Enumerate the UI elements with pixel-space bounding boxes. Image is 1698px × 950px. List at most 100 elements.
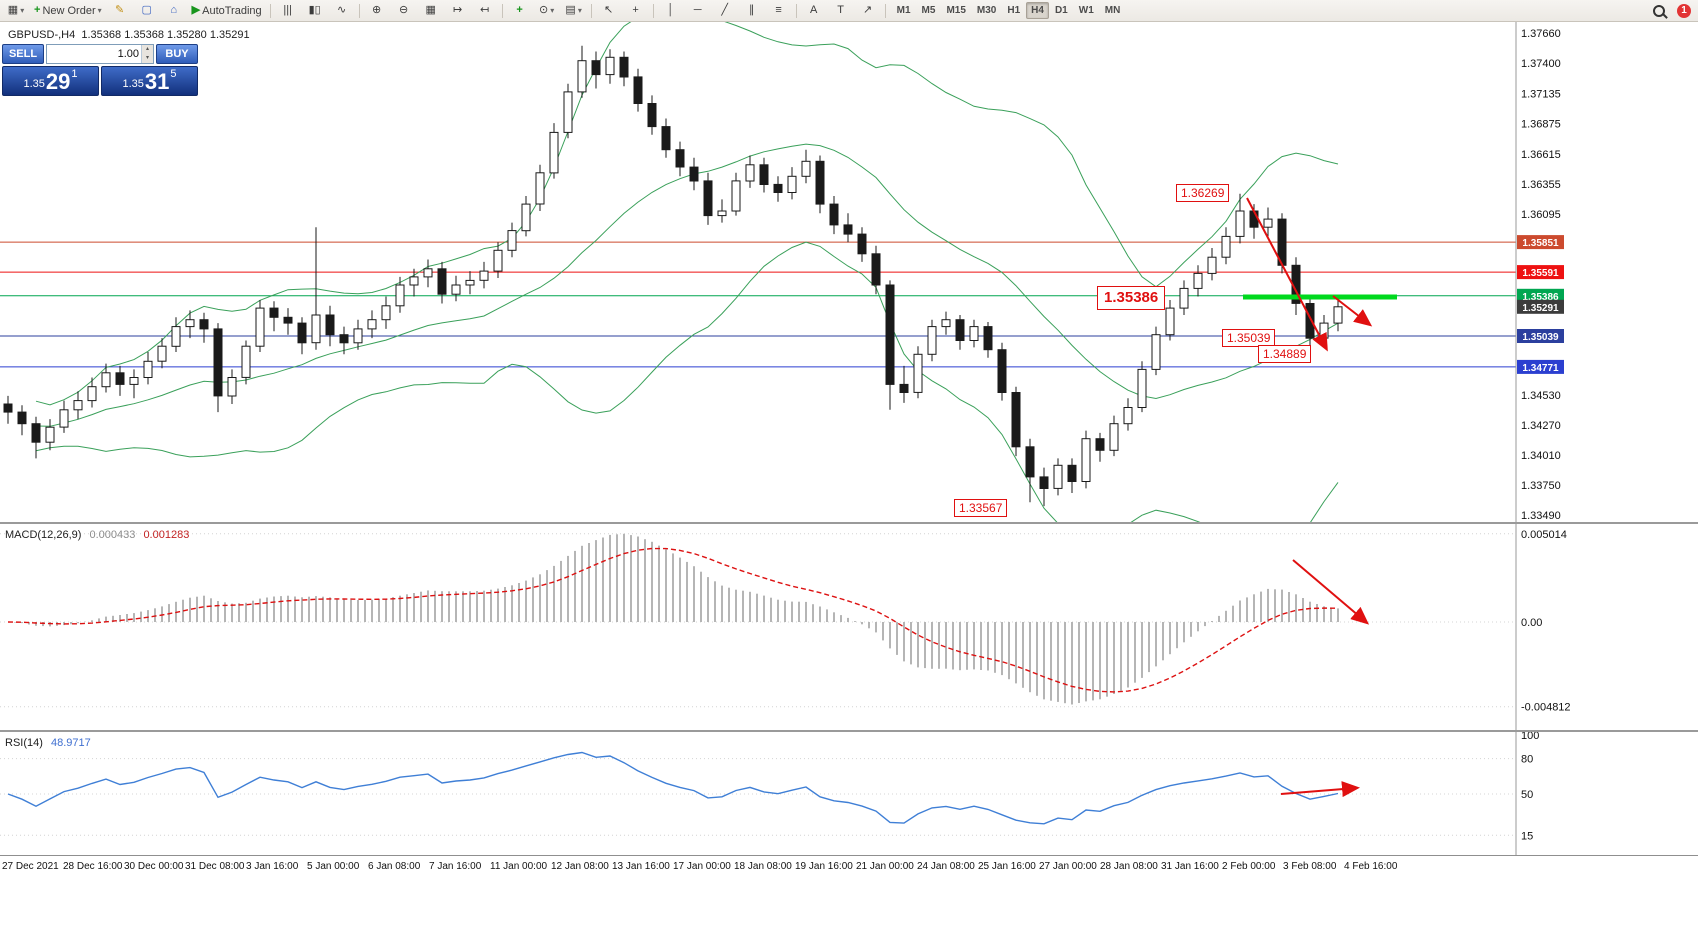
autotrading-button[interactable]: ▶ AutoTrading: [188, 1, 266, 21]
rsi-line: [7, 751, 1339, 825]
macd-main-value: 0.000433: [89, 529, 136, 541]
timeframe-w1[interactable]: W1: [1078, 5, 1094, 16]
sell-price-panel[interactable]: 1.35 29 1: [2, 66, 99, 96]
arrow-tool-icon: ↗: [863, 4, 873, 16]
time-axis-label: 3 Jan 16:00: [246, 861, 299, 872]
arrows-tool-button[interactable]: ↗: [855, 1, 881, 21]
text-label-button[interactable]: T: [828, 1, 854, 21]
chevron-down-icon: ▾: [577, 5, 582, 15]
zoom-out-icon: ⊖: [399, 4, 409, 16]
macd-canvas[interactable]: 0.005014 0.00 -0.004812: [0, 524, 1698, 730]
toolbar: ▦ ▾ + New Order ▾ ✎ ▢ ⌂ ▶ AutoTrading ||…: [0, 0, 1698, 22]
main-chart-canvas[interactable]: 1.37660 1.37400 1.37135 1.36875 1.36615 1.363…: [0, 22, 1698, 522]
y-axis-label: 1.37400: [1521, 58, 1561, 70]
time-axis-label: 7 Jan 16:00: [429, 861, 482, 872]
rsi-value: 48.9717: [50, 737, 91, 749]
time-axis[interactable]: 27 Dec 2021 28 Dec 16:00 30 Dec 00:00 31 De…: [0, 855, 1698, 880]
line-chart-button[interactable]: ∿: [329, 1, 355, 21]
chart-shift-icon: ↤: [480, 4, 490, 16]
autotrading-label: AutoTrading: [202, 4, 262, 17]
timeframe-h4[interactable]: H4: [1026, 2, 1049, 19]
time-axis-label: 11 Jan 00:00: [490, 861, 548, 872]
timeframe-m15[interactable]: M15: [946, 5, 966, 16]
indicators-button[interactable]: +: [507, 1, 533, 21]
time-axis-label: 19 Jan 16:00: [795, 861, 853, 872]
buy-button[interactable]: BUY: [156, 44, 198, 64]
y-axis-label: 1.37660: [1521, 28, 1561, 40]
price-tag: 1.35291: [1522, 303, 1559, 314]
rsi-panel: 100 80 50 15 RSI(14) 48.9717: [0, 730, 1698, 855]
candlestick-chart-button[interactable]: ▮▯: [302, 1, 328, 21]
chart-shift-button[interactable]: ↤: [472, 1, 498, 21]
horizontal-line-button[interactable]: ─: [685, 1, 711, 21]
time-axis-label: 27 Dec 2021: [2, 861, 59, 872]
timeframe-h1[interactable]: H1: [1007, 5, 1021, 16]
metaeditor-button[interactable]: ✎: [107, 1, 133, 21]
trendline-button[interactable]: ╱: [712, 1, 738, 21]
macd-arrow-annotation: [1292, 559, 1370, 625]
timeframe-d1[interactable]: D1: [1054, 5, 1068, 16]
macd-axis-label: 0.005014: [1521, 529, 1567, 541]
sell-button[interactable]: SELL: [2, 44, 44, 64]
metaeditor-icon: ✎: [115, 4, 125, 16]
timeframe-mn[interactable]: MN: [1104, 5, 1121, 16]
macd-axis-label: 0.00: [1521, 617, 1542, 629]
vertical-line-button[interactable]: │: [658, 1, 684, 21]
timeframe-m30[interactable]: M30: [976, 5, 997, 16]
price-tag: 1.34771: [1522, 363, 1559, 374]
zoom-in-button[interactable]: ⊕: [364, 1, 390, 21]
templates-button[interactable]: ▤ ▾: [561, 1, 587, 21]
toolbar-separator: [501, 3, 503, 18]
channel-button[interactable]: ∥: [739, 1, 765, 21]
red-arrow-annotation: [1246, 197, 1328, 352]
text-tool-button[interactable]: A: [801, 1, 827, 21]
timeframe-m1[interactable]: M1: [896, 5, 911, 16]
macd-axis[interactable]: 0.005014 0.00 -0.004812: [1515, 524, 1571, 730]
price-tag: 1.35386: [1522, 292, 1559, 303]
y-axis-label: 1.37135: [1521, 89, 1561, 101]
time-axis-label: 25 Jan 16:00: [978, 861, 1036, 872]
time-axis-label: 3 Feb 08:00: [1283, 861, 1337, 872]
auto-scroll-button[interactable]: ↦: [445, 1, 471, 21]
search-icon: [1653, 4, 1665, 17]
text-icon: A: [809, 4, 818, 16]
red-arrow-annotation: [1332, 295, 1373, 327]
tile-windows-button[interactable]: ▦: [418, 1, 444, 21]
volume-up-button[interactable]: ▴: [142, 45, 153, 54]
crosshair-button[interactable]: +: [623, 1, 649, 21]
price-axis[interactable]: 1.37660 1.37400 1.37135 1.36875 1.36615 1.363…: [1515, 22, 1564, 522]
buy-price-panel[interactable]: 1.35 31 5: [101, 66, 198, 96]
volume-field[interactable]: 1.00 ▴ ▾: [46, 44, 154, 64]
time-axis-label: 30 Dec 00:00: [124, 861, 184, 872]
fibonacci-icon: ≡: [775, 4, 782, 16]
y-axis-label: 1.33750: [1521, 480, 1561, 492]
new-order-button[interactable]: + New Order ▾: [30, 1, 106, 21]
y-axis-label: 1.36875: [1521, 119, 1561, 131]
search-button[interactable]: [1646, 1, 1672, 21]
rsi-axis[interactable]: 100 80 50 15: [1515, 732, 1539, 855]
horizontal-line-icon: ─: [693, 4, 702, 16]
zoom-out-button[interactable]: ⊖: [391, 1, 417, 21]
buy-price-main: 1.35: [122, 78, 144, 90]
notification-badge[interactable]: 1: [1677, 3, 1691, 18]
fibonacci-button[interactable]: ≡: [766, 1, 792, 21]
channel-icon: ∥: [748, 4, 755, 16]
y-axis-label: 1.36095: [1521, 209, 1561, 221]
toolbar-separator: [590, 3, 592, 18]
chart-window-menu-button[interactable]: ▦ ▾: [3, 1, 29, 21]
buy-price-sup: 5: [170, 68, 177, 80]
chevron-down-icon: ▾: [97, 5, 102, 15]
cursor-button[interactable]: ↖: [596, 1, 622, 21]
time-axis-label: 5 Jan 00:00: [307, 861, 360, 872]
tile-windows-icon: ▦: [425, 4, 436, 16]
periods-button[interactable]: ⊙ ▾: [534, 1, 560, 21]
volume-down-button[interactable]: ▾: [142, 54, 153, 63]
bar-chart-button[interactable]: |||: [275, 1, 301, 21]
rsi-name-text: RSI(14): [5, 737, 43, 749]
chevron-down-icon: ▾: [550, 5, 555, 15]
navigator-button[interactable]: ⌂: [161, 1, 187, 21]
data-window-button[interactable]: ▢: [134, 1, 160, 21]
bollinger-bands: [35, 22, 1339, 522]
timeframe-m5[interactable]: M5: [921, 5, 936, 16]
rsi-canvas[interactable]: 100 80 50 15: [0, 732, 1698, 855]
